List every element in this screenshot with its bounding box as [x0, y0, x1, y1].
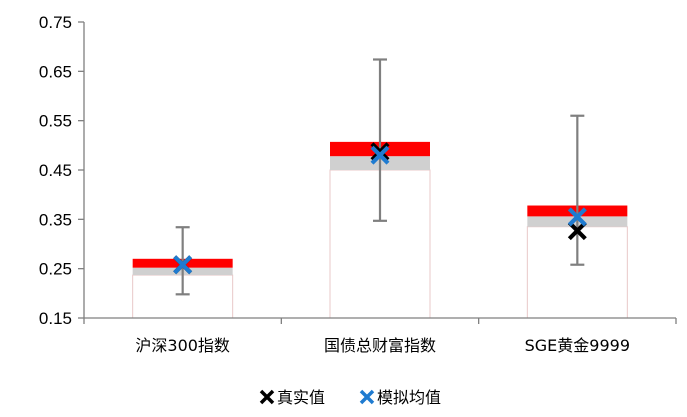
legend-item-sim-mean: 模拟均值	[359, 388, 441, 407]
true-value-marker-2	[567, 221, 587, 241]
x-category-label: 国债总财富指数	[324, 336, 436, 355]
legend-true-marker-icon	[259, 389, 275, 405]
markers-layer	[173, 142, 587, 275]
y-tick-label: 0.45	[39, 161, 72, 180]
sim-mean-marker-1	[370, 145, 390, 165]
y-tick-label: 0.15	[39, 309, 72, 328]
error-bar-2	[570, 114, 585, 266]
legend-true-label: 真实值	[277, 388, 325, 407]
x-category-label: 沪深300指数	[135, 336, 230, 355]
y-tick-label: 0.25	[39, 260, 72, 279]
y-tick-label: 0.35	[39, 210, 72, 229]
axes-layer	[78, 21, 677, 324]
error-bar-0	[175, 226, 190, 296]
sim-mean-marker-0	[173, 255, 193, 275]
true-value-marker-1	[370, 142, 390, 162]
sim-mean-marker-2	[567, 207, 587, 227]
y-tick-label: 0.75	[39, 13, 72, 32]
legend-sim-label: 模拟均值	[377, 388, 441, 407]
legend-item-true-value: 真实值	[259, 388, 325, 407]
error-bar-1	[373, 58, 387, 222]
x-category-label: SGE黄金9999	[525, 336, 630, 355]
y-tick-label: 0.55	[39, 112, 72, 131]
error-bars-layer	[175, 58, 585, 296]
y-tick-label: 0.65	[39, 62, 72, 81]
labels-layer: 0.15 0.25 0.35 0.45 0.55 0.65 0.75 沪深300指数 国债总财富…	[39, 13, 630, 355]
legend: 真实值 模拟均值	[259, 388, 441, 407]
legend-sim-marker-icon	[359, 389, 375, 405]
